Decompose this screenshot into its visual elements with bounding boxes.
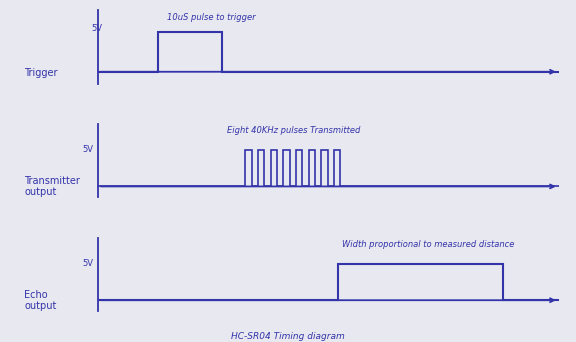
Text: Width proportional to measured distance: Width proportional to measured distance xyxy=(342,240,514,249)
Text: HC-SR04 Timing diagram: HC-SR04 Timing diagram xyxy=(231,332,345,341)
Text: 5V: 5V xyxy=(92,24,103,32)
Text: 10uS pulse to trigger: 10uS pulse to trigger xyxy=(167,13,256,22)
Text: Echo
output: Echo output xyxy=(24,290,56,311)
Text: Transmitter
output: Transmitter output xyxy=(24,176,80,197)
Text: Eight 40KHz pulses Transmitted: Eight 40KHz pulses Transmitted xyxy=(227,126,361,135)
Text: 5V: 5V xyxy=(82,145,93,154)
Text: 5V: 5V xyxy=(82,259,93,268)
Text: Trigger: Trigger xyxy=(24,68,58,78)
